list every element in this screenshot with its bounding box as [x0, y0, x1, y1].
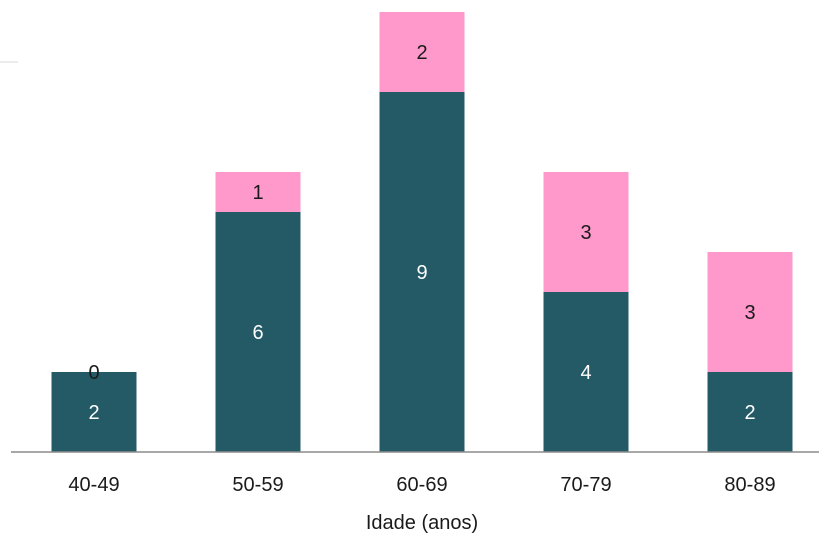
bar-80-89-series-1 [707, 252, 793, 372]
bar-60-69-series-1 [379, 12, 465, 92]
data-label-40-49-series-1: 0 [88, 362, 99, 384]
bar-50-59-series-1 [215, 172, 301, 212]
bar-60-69-series-0 [379, 92, 465, 452]
data-label-60-69-series-1: 2 [416, 42, 427, 64]
bar-40-49-series-0 [51, 372, 137, 452]
data-label-50-59-series-0: 6 [252, 322, 263, 344]
data-label-80-89-series-0: 2 [744, 402, 755, 424]
data-label-60-69-series-0: 9 [416, 262, 427, 284]
data-label-70-79-series-0: 4 [580, 362, 591, 384]
x-tick-label-70-79: 70-79 [560, 474, 611, 496]
data-label-50-59-series-1: 1 [252, 182, 263, 204]
x-tick-label-60-69: 60-69 [396, 474, 447, 496]
x-tick-label-50-59: 50-59 [232, 474, 283, 496]
x-axis-title: Idade (anos) [366, 512, 478, 534]
bar-70-79-series-0 [543, 292, 629, 452]
data-label-40-49-series-0: 2 [88, 402, 99, 424]
x-tick-label-80-89: 80-89 [724, 474, 775, 496]
data-label-70-79-series-1: 3 [580, 222, 591, 244]
bar-80-89-series-0 [707, 372, 793, 452]
bar-70-79-series-1 [543, 172, 629, 292]
x-tick-label-40-49: 40-49 [68, 474, 119, 496]
x-tick-labels: 40-49 50-59 60-69 70-79 80-89 [68, 474, 775, 496]
bar-50-59-series-0 [215, 212, 301, 452]
bars-group: 2 0 6 1 9 2 4 3 2 3 [51, 12, 793, 452]
data-label-80-89-series-1: 3 [744, 302, 755, 324]
